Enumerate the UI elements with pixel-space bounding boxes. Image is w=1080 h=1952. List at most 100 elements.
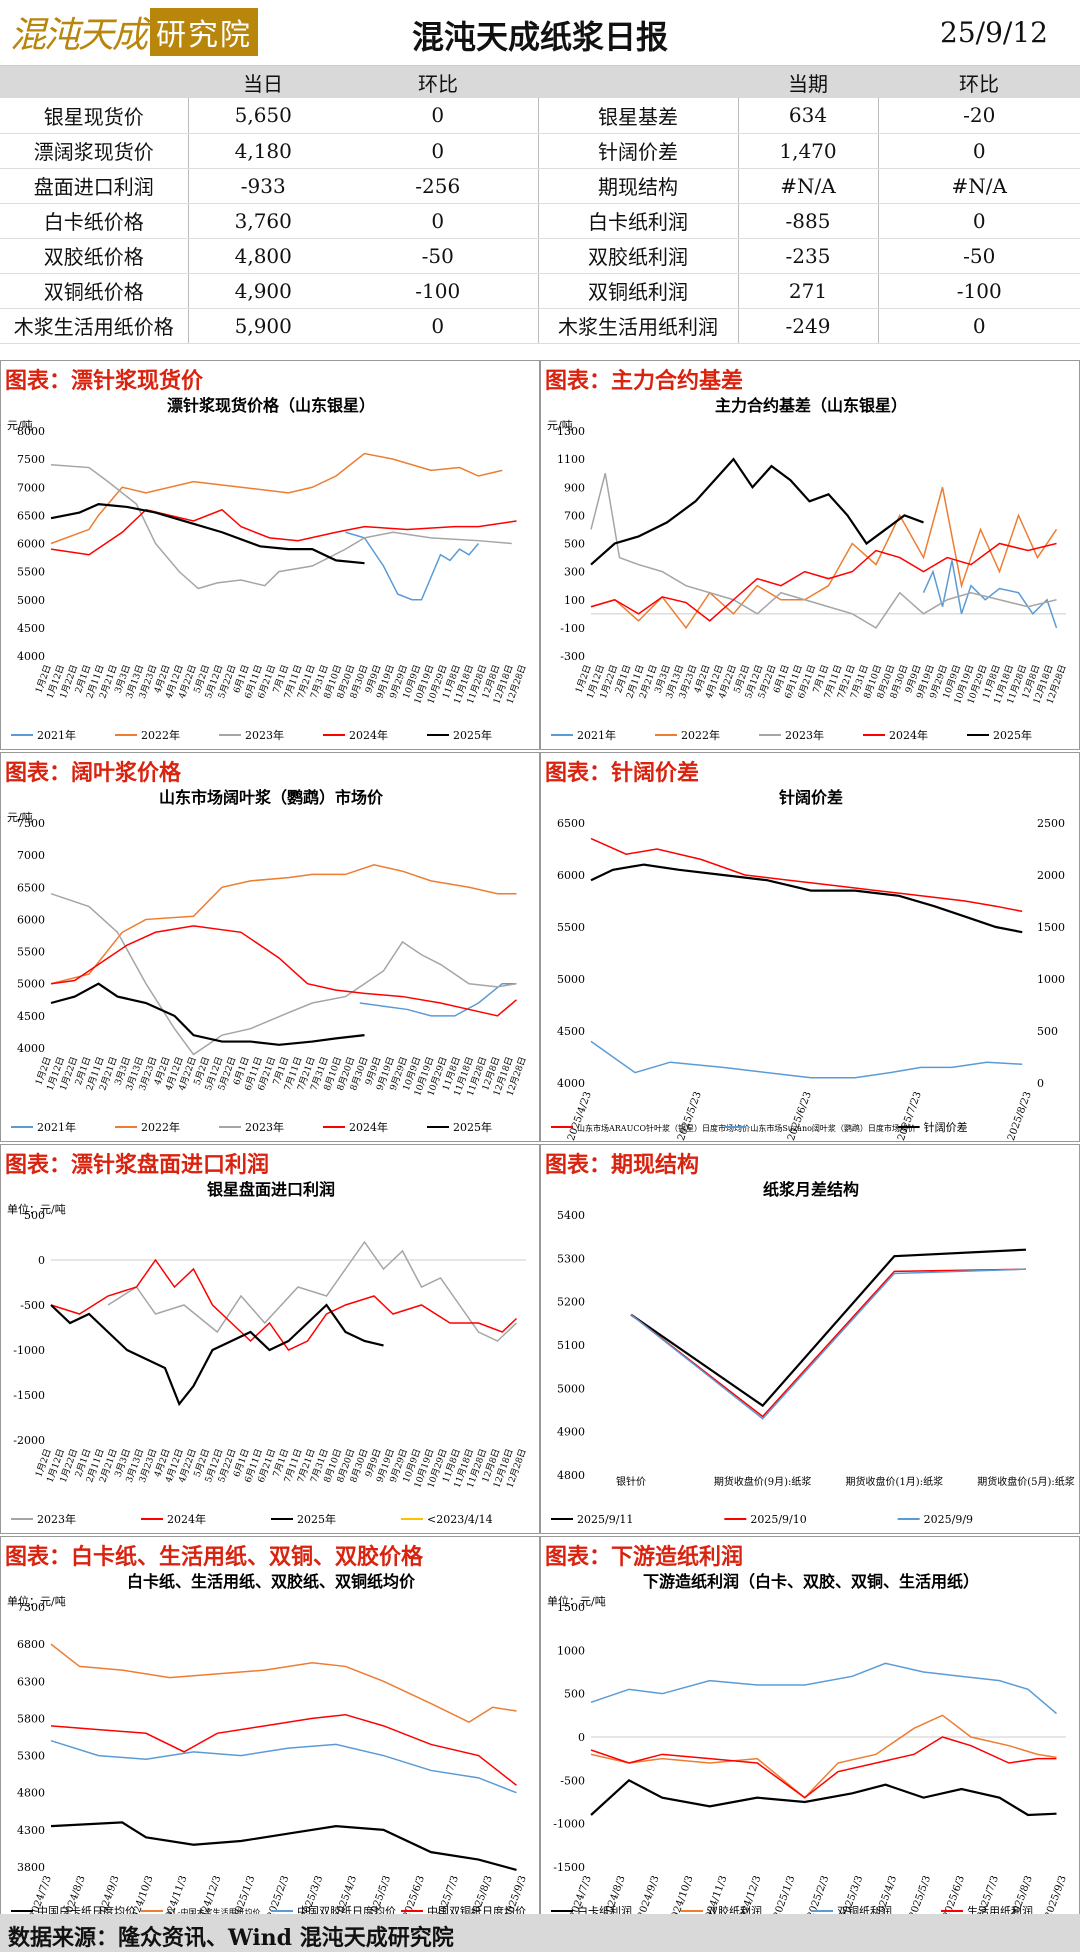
y-tick: 5000 xyxy=(557,1382,585,1395)
y2-tick: 2500 xyxy=(1037,817,1065,830)
y-tick: 7300 xyxy=(17,1601,45,1614)
table-cell: -885 xyxy=(737,203,878,239)
table-row: 木浆生活用纸价格 5,900 0 木浆生活用纸利润 -249 0 xyxy=(0,308,1080,344)
legend-label: 2023年 xyxy=(785,728,824,742)
chart-panel: 图表：针阔价差 针阔价差 4000 4500 5000 5500 6000 6500 0 500 1… xyxy=(540,752,1080,1142)
y-tick: 1100 xyxy=(557,453,585,466)
y-tick: 5800 xyxy=(17,1712,45,1725)
y-tick: 5000 xyxy=(17,978,45,991)
legend-label: 2025年 xyxy=(297,1512,336,1526)
legend-label: 2024年 xyxy=(889,728,928,742)
y-tick: -300 xyxy=(560,650,585,663)
y2-tick: 1000 xyxy=(1037,973,1065,986)
unit-label: 元/吨 xyxy=(7,419,33,432)
legend-label: 2021年 xyxy=(37,1120,76,1134)
series-line xyxy=(359,982,517,1017)
chart-title: 主力合约基差（山东银星） xyxy=(715,396,907,415)
table-cell: 双铜纸利润 xyxy=(537,273,738,309)
chart-svg: 漂针浆现货价格（山东银星） 元/吨 4000 4500 5000 5500 6000 6500… xyxy=(7,396,529,742)
y2-tick: 1500 xyxy=(1037,921,1065,934)
table-cell: 银星基差 xyxy=(537,98,738,134)
table-cell: 0 xyxy=(877,133,1080,169)
x-tick: 2025/7/23 xyxy=(896,1090,924,1142)
legend-label: 针阔价差 xyxy=(924,1120,968,1134)
legend-label: 2025/9/10 xyxy=(750,1513,806,1526)
y-tick: 6500 xyxy=(17,509,45,522)
table-cell: 3,760 xyxy=(187,203,338,239)
y-tick: 3800 xyxy=(17,1861,45,1874)
table-cell: 木浆生活用纸价格 xyxy=(0,308,188,344)
y-tick: 6000 xyxy=(17,913,45,926)
x-tick: 期货收盘价(9月):纸浆 xyxy=(714,1475,812,1488)
col-header: 环比 xyxy=(878,66,1080,98)
table-row: 盘面进口利润 -933 -256 期现结构 #N/A #N/A xyxy=(0,168,1080,204)
legend-label: SL-中国木浆生活用纸均价 xyxy=(167,1907,261,1917)
series-line xyxy=(590,487,1058,630)
table-cell: 双胶纸利润 xyxy=(537,238,738,274)
table-cell: -235 xyxy=(737,238,878,274)
y-tick: 1000 xyxy=(557,1644,585,1657)
table-cell: 银星现货价 xyxy=(0,98,188,134)
table-cell: 盘面进口利润 xyxy=(0,168,188,204)
series-line xyxy=(50,982,365,1046)
table-cell: -50 xyxy=(877,238,1080,274)
y-tick: 500 xyxy=(564,1688,585,1701)
y-tick: 4000 xyxy=(17,650,45,663)
y-tick: 4800 xyxy=(17,1787,45,1800)
table-row: 双铜纸价格 4,900 -100 双铜纸利润 271 -100 xyxy=(0,273,1080,309)
table-row: 双胶纸价格 4,800 -50 双胶纸利润 -235 -50 xyxy=(0,238,1080,274)
y-tick: 0 xyxy=(38,1254,45,1267)
x-tick: 2025/5/23 xyxy=(676,1090,704,1142)
y-tick: 500 xyxy=(564,538,585,551)
table-cell: 0 xyxy=(338,98,538,134)
series-line xyxy=(50,893,517,1056)
table-cell: 634 xyxy=(737,98,878,134)
y-tick: 4800 xyxy=(557,1469,585,1482)
header: 混沌天成 研究院 混沌天成纸浆日报 25/9/12 xyxy=(0,0,1080,66)
table-cell: 0 xyxy=(877,203,1080,239)
chart-panel: 图表：期现结构 纸浆月差结构 4800 4900 5000 5100 5200 5300 540… xyxy=(540,1144,1080,1534)
y-tick: 0 xyxy=(578,1731,585,1744)
chart-panel: 图表：阔叶浆价格 山东市场阔叶浆（鹦鹉）市场价 元/吨 4000 4500 5000 550… xyxy=(0,752,540,1142)
logo-badge: 研究院 xyxy=(150,8,259,56)
chart-panel: 图表：主力合约基差 主力合约基差（山东银星） 元/吨 -300 -100 100 300 50… xyxy=(540,360,1080,750)
table-cell: -50 xyxy=(338,238,538,274)
legend-label: 2022年 xyxy=(141,1120,180,1134)
table-cell: #N/A xyxy=(737,168,878,204)
series-line xyxy=(922,560,1058,629)
table-cell: #N/A xyxy=(877,168,1080,204)
panel-label: 图表：白卡纸、生活用纸、双铜、双胶价格 xyxy=(5,1544,424,1570)
series-line xyxy=(50,864,517,985)
y-tick: 7000 xyxy=(17,481,45,494)
series-line xyxy=(630,1248,1027,1408)
panel-label: 图表：期现结构 xyxy=(545,1152,700,1178)
y-tick: 4300 xyxy=(17,1824,45,1837)
series-line xyxy=(630,1268,1027,1420)
legend-label: 2024年 xyxy=(349,1120,388,1134)
legend-label: 2023年 xyxy=(37,1512,76,1526)
y-tick: -1000 xyxy=(13,1344,45,1357)
y-tick: -1500 xyxy=(553,1861,585,1874)
unit-label: 元/吨 xyxy=(547,419,573,432)
legend-label: 2023年 xyxy=(245,1120,284,1134)
legend-label: 2025/9/11 xyxy=(577,1513,633,1526)
y-tick: 300 xyxy=(564,566,585,579)
chart-panel: 图表：漂针浆盘面进口利润 银星盘面进口利润 单位：元/吨 -2000 -1500 -100… xyxy=(0,1144,540,1534)
x-tick: 2025/8/23 xyxy=(1006,1090,1034,1142)
report-date: 25/9/12 xyxy=(940,16,1048,49)
table-cell: 0 xyxy=(338,133,538,169)
table-cell: -256 xyxy=(338,168,538,204)
x-tick: 2025/4/23 xyxy=(566,1090,594,1142)
col-header: 当期 xyxy=(738,66,878,98)
table-cell: -249 xyxy=(737,308,878,344)
y2-tick: 2000 xyxy=(1037,869,1065,882)
series-line xyxy=(590,473,1057,629)
series-line xyxy=(107,1240,518,1342)
legend-label: 2022年 xyxy=(681,728,720,742)
legend-label: 山东市场ARAUCO针叶浆（银星）日度市场均价 xyxy=(577,1123,750,1133)
table-cell: 双胶纸价格 xyxy=(0,238,188,274)
y-tick: 5000 xyxy=(557,973,585,986)
panel-label: 图表：主力合约基差 xyxy=(545,368,744,394)
table-cell: 271 xyxy=(737,273,878,309)
